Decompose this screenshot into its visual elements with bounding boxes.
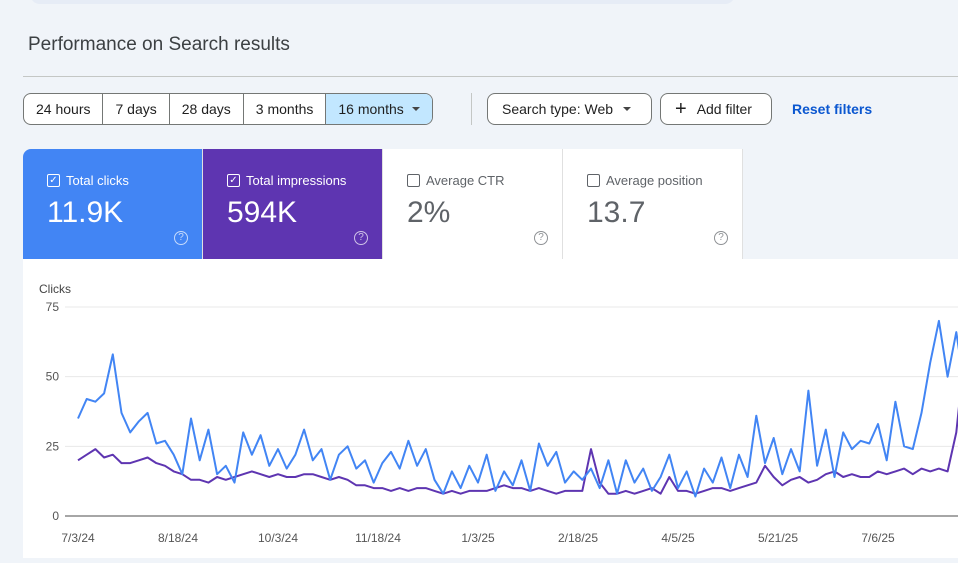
caret-down-icon bbox=[411, 107, 420, 111]
add-filter-label: Add filter bbox=[696, 101, 752, 117]
x-tick-label: 1/3/25 bbox=[461, 531, 495, 545]
metric-label: Average CTR bbox=[426, 173, 505, 188]
divider bbox=[471, 93, 472, 125]
y-axis-label: Clicks bbox=[39, 282, 71, 296]
x-tick-label: 10/3/24 bbox=[258, 531, 298, 545]
range-label: 3 months bbox=[255, 101, 314, 117]
page-title: Performance on Search results bbox=[28, 34, 290, 55]
x-tick-label: 7/3/24 bbox=[61, 531, 95, 545]
date-range-selector: 24 hours 7 days 28 days 3 months 16 mont… bbox=[23, 93, 433, 125]
checkbox-checked-icon[interactable]: ✓ bbox=[47, 174, 60, 187]
search-type-label: Search type: Web bbox=[502, 101, 614, 117]
metric-label: Total clicks bbox=[66, 173, 129, 188]
performance-chart: Clicks 0 25 50 75 7/3/24 8/18/24 10/3/24 11/18/2… bbox=[23, 259, 958, 558]
checkbox-checked-icon[interactable]: ✓ bbox=[227, 174, 240, 187]
plus-icon: + bbox=[675, 98, 687, 120]
x-tick-label: 11/18/24 bbox=[355, 531, 401, 545]
metric-value: 594K bbox=[227, 196, 298, 229]
metric-label: Average position bbox=[606, 173, 703, 188]
search-type-dropdown[interactable]: Search type: Web bbox=[487, 93, 652, 125]
line-chart: Clicks 0 25 50 75 7/3/24 8/18/24 10/3/24 11/18/2… bbox=[39, 282, 958, 545]
range-24-hours[interactable]: 24 hours bbox=[24, 94, 104, 124]
divider bbox=[23, 76, 958, 77]
range-label: 7 days bbox=[115, 101, 157, 117]
checkbox-unchecked-icon[interactable] bbox=[407, 174, 420, 187]
metric-average-position[interactable]: Average position 13.7 ? bbox=[563, 149, 743, 259]
help-icon[interactable]: ? bbox=[534, 231, 548, 245]
reset-filters-link[interactable]: Reset filters bbox=[792, 101, 873, 117]
checkbox-unchecked-icon[interactable] bbox=[587, 174, 600, 187]
y-tick-label: 25 bbox=[46, 439, 60, 453]
y-tick-label: 50 bbox=[46, 370, 60, 384]
caret-down-icon bbox=[623, 107, 632, 111]
range-3-months[interactable]: 3 months bbox=[244, 94, 327, 124]
x-tick-label: 7/6/25 bbox=[861, 531, 895, 545]
top-search-bar bbox=[30, 0, 735, 4]
range-label: 24 hours bbox=[36, 101, 91, 117]
help-icon[interactable]: ? bbox=[354, 231, 368, 245]
range-label: 16 months bbox=[338, 101, 404, 117]
metric-cards: ✓ Total clicks 11.9K ? ✓ Total impressions… bbox=[23, 149, 743, 259]
range-28-days[interactable]: 28 days bbox=[170, 94, 244, 124]
range-16-months[interactable]: 16 months bbox=[326, 94, 432, 124]
series-line-total-clicks bbox=[77, 319, 958, 498]
x-tick-label: 5/21/25 bbox=[758, 531, 798, 545]
x-tick-label: 2/18/25 bbox=[558, 531, 598, 545]
metric-total-impressions[interactable]: ✓ Total impressions 594K ? bbox=[203, 149, 383, 259]
y-tick-label: 75 bbox=[46, 300, 60, 314]
range-label: 28 days bbox=[181, 101, 231, 117]
metric-average-ctr[interactable]: Average CTR 2% ? bbox=[383, 149, 563, 259]
help-icon[interactable]: ? bbox=[714, 231, 728, 245]
metric-value: 2% bbox=[407, 196, 451, 229]
metric-value: 13.7 bbox=[587, 196, 646, 229]
x-tick-label: 8/18/24 bbox=[158, 531, 198, 545]
metric-label: Total impressions bbox=[246, 173, 347, 188]
add-filter-button[interactable]: + Add filter bbox=[660, 93, 772, 125]
help-icon[interactable]: ? bbox=[174, 231, 188, 245]
metric-value: 11.9K bbox=[47, 196, 124, 229]
x-tick-label: 4/5/25 bbox=[661, 531, 695, 545]
metric-total-clicks[interactable]: ✓ Total clicks 11.9K ? bbox=[23, 149, 203, 259]
range-7-days[interactable]: 7 days bbox=[103, 94, 170, 124]
y-tick-label: 0 bbox=[52, 509, 59, 523]
